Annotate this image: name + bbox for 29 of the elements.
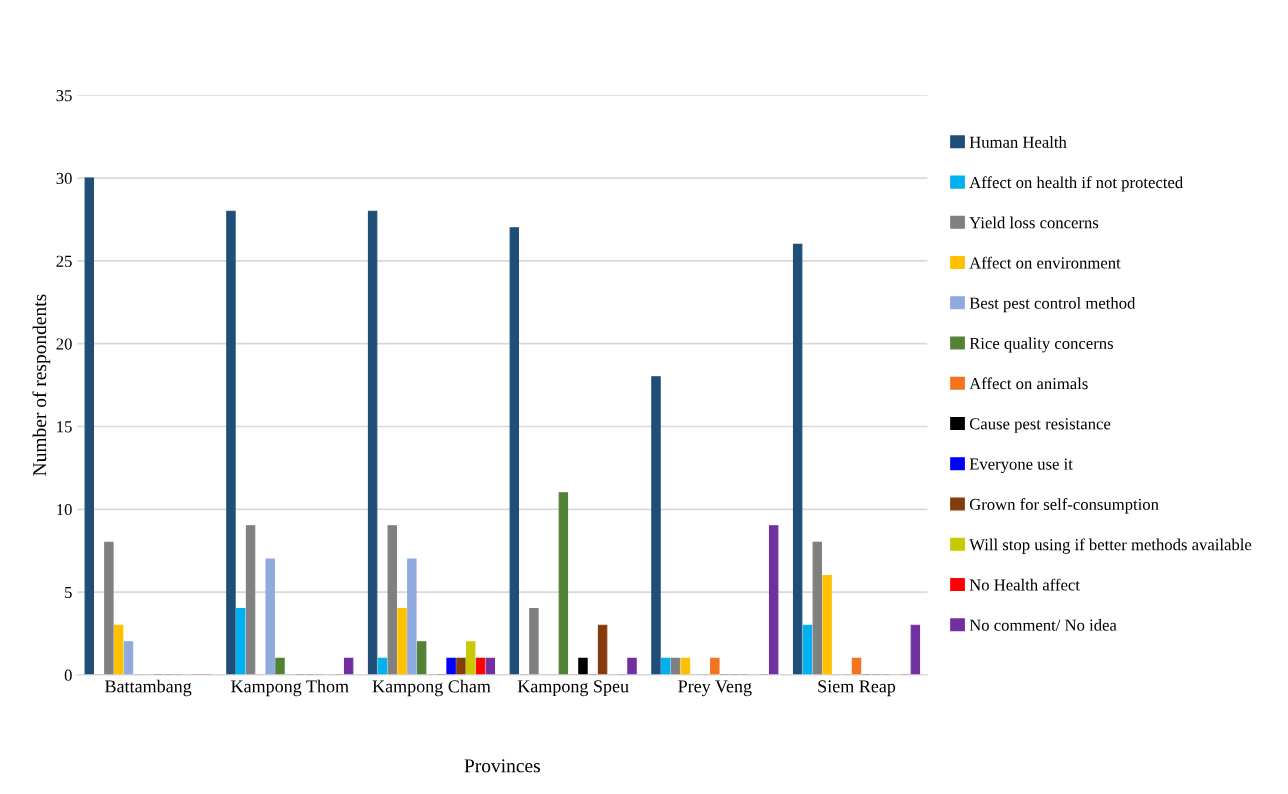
legend-label: Affect on environment [969,256,1121,269]
legend-label: Human Health [969,136,1067,148]
legend-label: Will stop using if better methods available [969,538,1252,554]
x-tick-label: Kampong Cham [372,679,491,697]
y-tick-label: 25 [56,255,72,267]
legend-label: Cause pest resistance [969,418,1111,433]
x-axis-title: Provinces [464,759,540,773]
y-tick-label: 20 [56,338,72,350]
x-tick-label: Battambang [105,679,192,697]
legend-label: Grown for self-consumption [969,498,1159,514]
y-tick-label: 10 [57,503,72,516]
y-tick-label: 35 [56,90,72,102]
y-tick-label: 30 [56,172,72,185]
x-tick-label: Siem Reap [818,680,896,697]
legend-label: Affect on animals [969,377,1088,390]
y-tick-label: 15 [57,421,72,433]
x-tick-label: Prey Veng [678,680,752,697]
y-axis-title: Number of respondents [32,294,51,476]
y-tick-label: 0 [64,669,72,681]
legend-label: No comment/ No idea [969,619,1117,631]
legend-label: Rice quality concerns [969,337,1113,353]
x-tick-label: Kampong Thom [231,679,349,697]
legend-label: Yield loss concerns [969,216,1099,229]
y-tick-label: 5 [65,586,72,599]
legend-label: No Health affect [969,578,1080,591]
legend-label: Everyone use it [969,458,1073,474]
legend-label: Affect on health if not protected [969,176,1183,192]
legend-label: Best pest control method [969,297,1136,313]
x-tick-label: Kampong Speu [517,680,629,697]
